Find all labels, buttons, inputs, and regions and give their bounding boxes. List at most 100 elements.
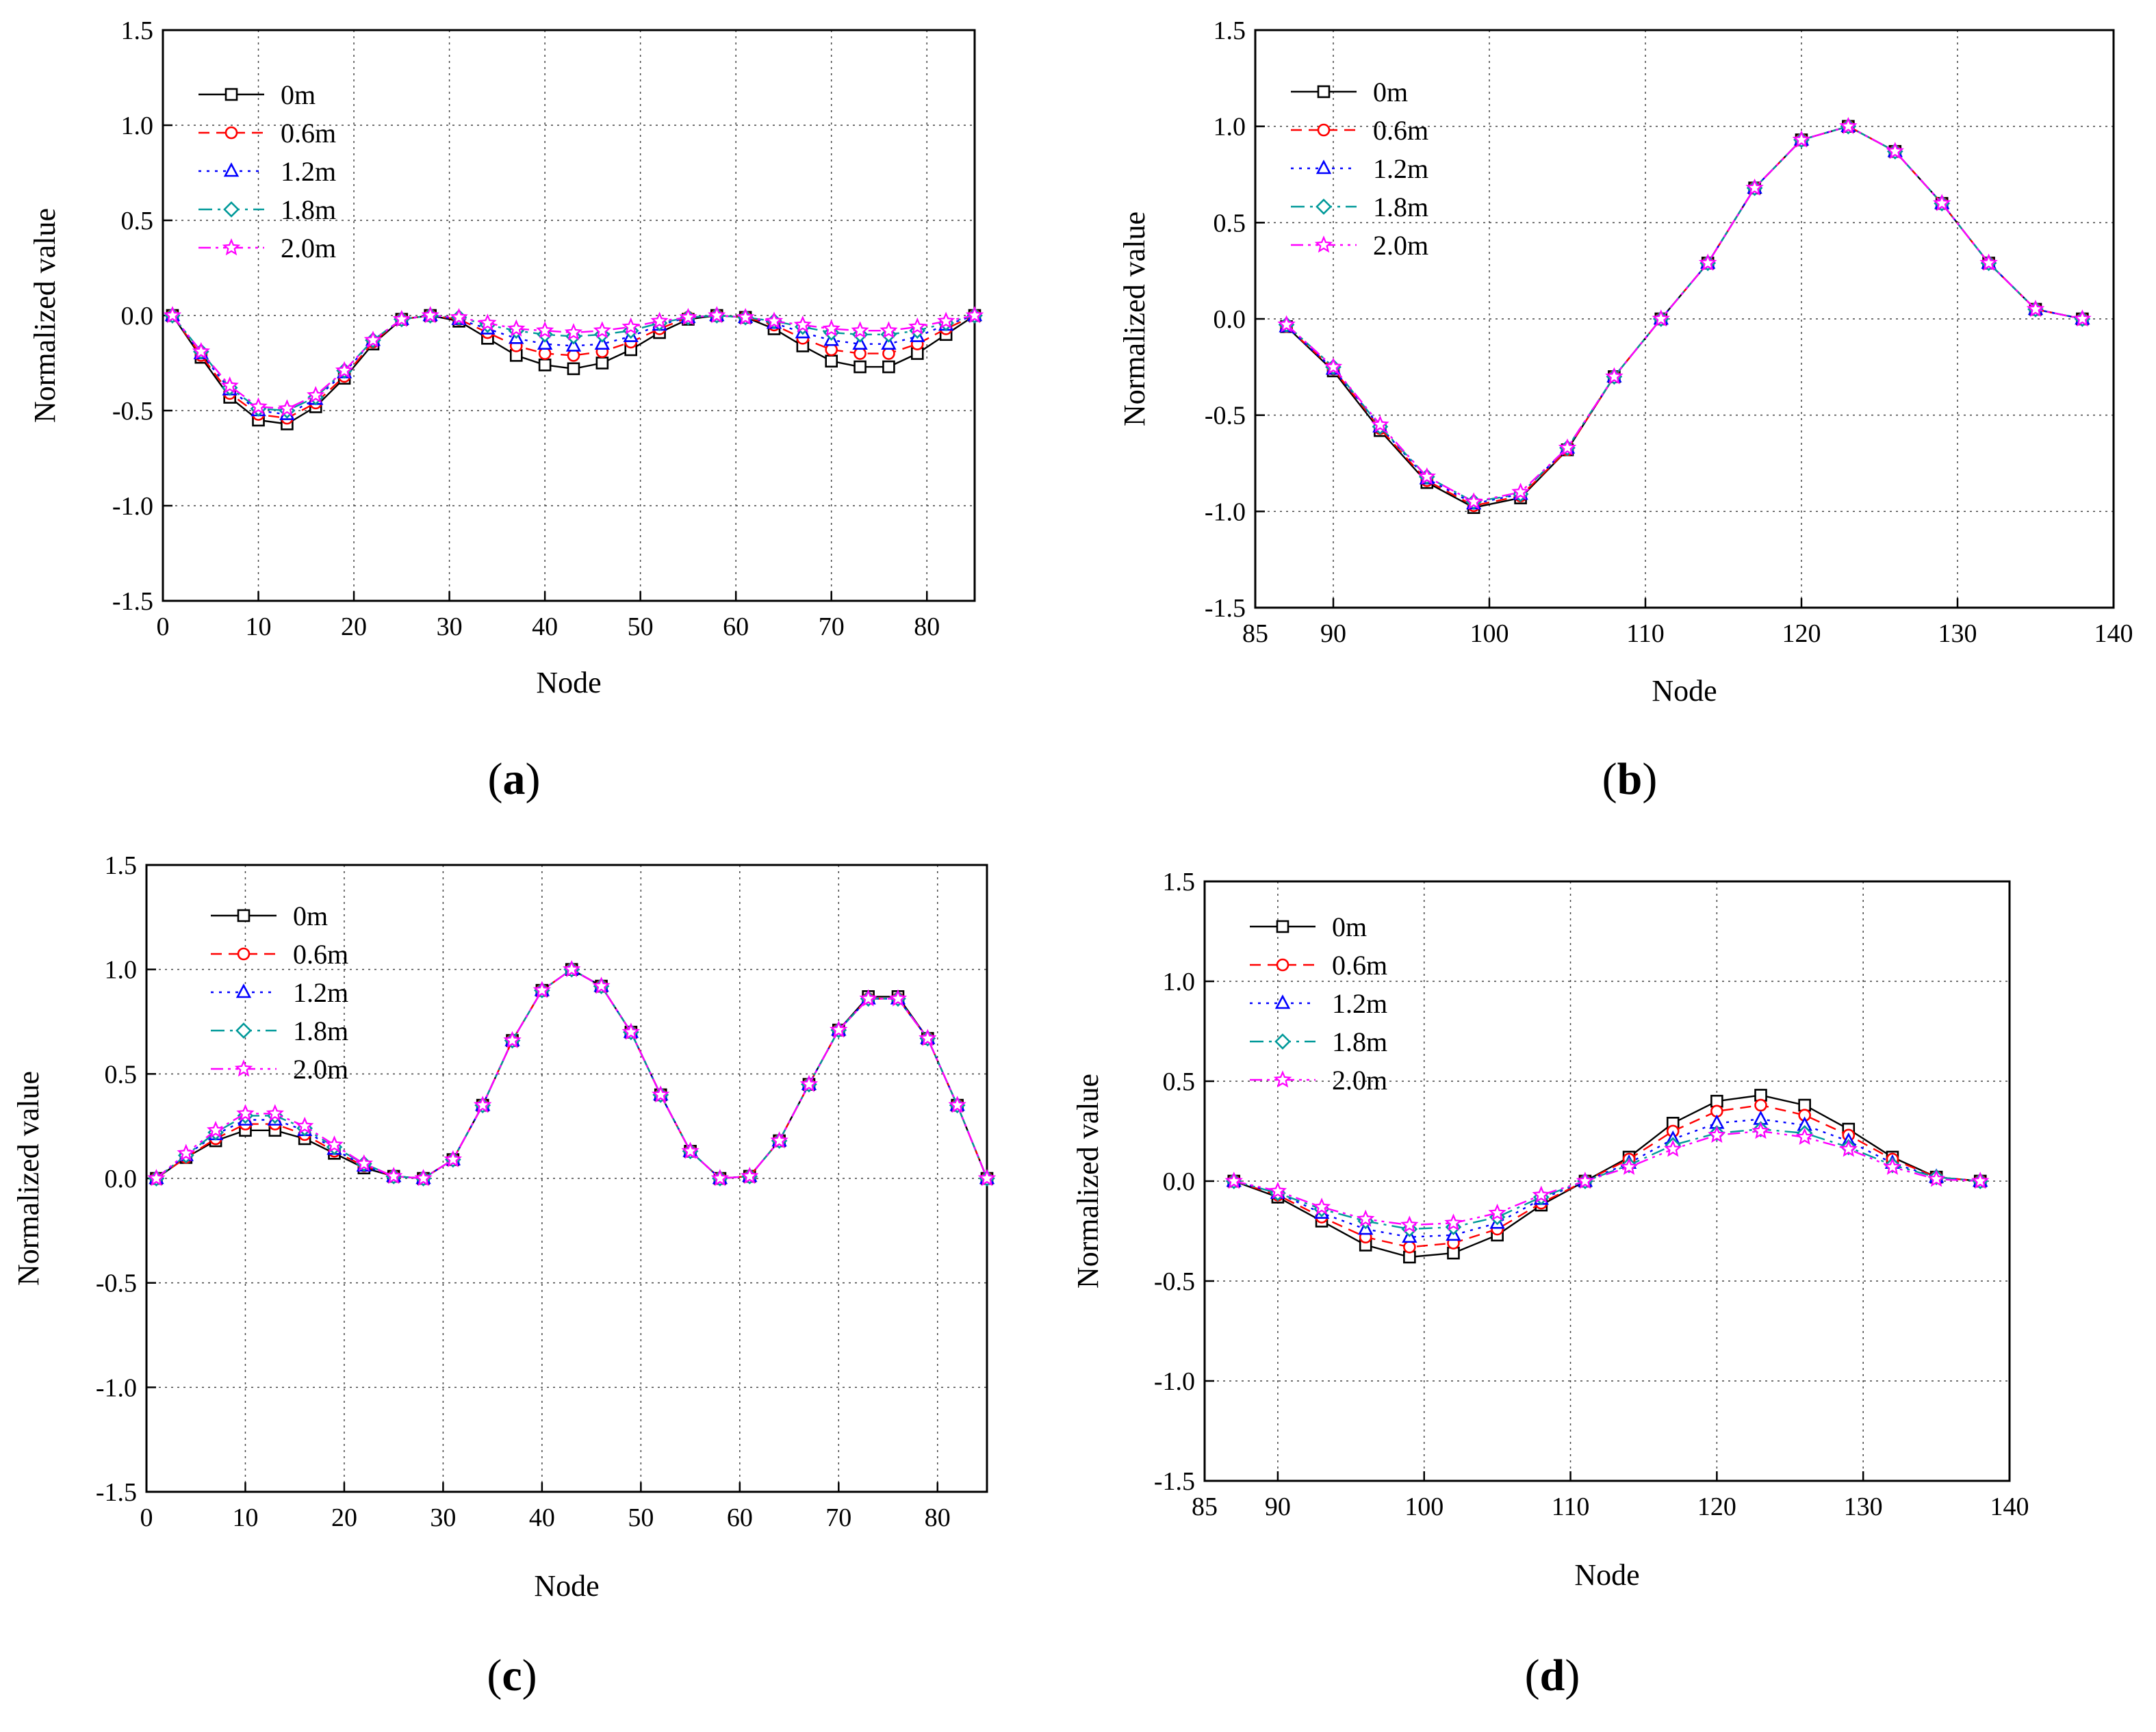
data-point	[536, 321, 554, 339]
y-tick-label: 1.5	[121, 16, 154, 45]
data-point	[822, 319, 840, 337]
data-point	[741, 1167, 759, 1185]
data-point	[1576, 1172, 1595, 1189]
data-point	[278, 399, 296, 417]
x-tick-label: 100	[1404, 1492, 1443, 1521]
y-tick-label: -1.5	[1154, 1467, 1195, 1496]
legend-label: 0.6m	[281, 118, 336, 148]
data-point	[652, 1085, 670, 1103]
data-point	[2026, 300, 2045, 318]
x-tick-label: 40	[532, 612, 558, 641]
data-point	[295, 1116, 314, 1134]
x-tick-label: 10	[232, 1503, 258, 1532]
data-point	[1268, 1181, 1287, 1199]
data-point	[880, 321, 898, 339]
legend-marker	[1316, 159, 1332, 175]
legend-marker	[1276, 958, 1289, 972]
data-point	[1464, 492, 1483, 510]
legend-marker	[1317, 85, 1331, 99]
y-tick-label: -0.5	[1154, 1267, 1195, 1296]
data-point	[595, 357, 609, 370]
x-tick-label: 50	[628, 1503, 654, 1532]
data-point	[192, 341, 211, 359]
data-point	[1932, 194, 1951, 211]
data-point	[621, 1022, 641, 1040]
legend-label: 2.0m	[281, 233, 336, 263]
y-tick-label: 1.0	[105, 956, 138, 985]
legend-label: 1.8m	[1373, 192, 1428, 222]
data-point	[852, 335, 868, 350]
data-point	[908, 317, 927, 335]
series-line	[1285, 125, 2083, 503]
y-tick-label: -1.0	[112, 492, 153, 521]
data-point	[363, 331, 383, 348]
chart-panel-c: 0 10 20 30 40 50 60 70 80 -1.5 -1.0 -0.5 0.0 0.5 1.0 1.…	[12, 851, 997, 1701]
y-tick-label: 1.5	[1163, 868, 1196, 896]
x-tick-label: 20	[341, 612, 367, 641]
series-line	[1233, 1128, 1981, 1230]
data-point	[1403, 1241, 1416, 1254]
data-point	[355, 1154, 374, 1172]
series-line	[155, 968, 988, 1180]
x-tick-label: 60	[727, 1503, 753, 1532]
legend-label: 1.8m	[293, 1016, 348, 1046]
legend-marker	[234, 1059, 253, 1077]
panel-label-paren: (	[1525, 1651, 1540, 1701]
legend-marker	[224, 126, 238, 140]
legend-label: 0m	[281, 79, 316, 110]
legend-marker	[237, 909, 251, 922]
series-2.0m	[147, 959, 997, 1187]
y-tick-label: 0.0	[1214, 305, 1246, 334]
data-point	[708, 306, 726, 324]
data-point	[799, 1074, 819, 1092]
data-point	[1979, 253, 1998, 271]
x-tick-label: 30	[437, 612, 463, 641]
data-point	[851, 321, 869, 339]
legend-label: 0.6m	[293, 939, 348, 970]
panel-label: (b)	[1602, 754, 1658, 804]
plot-frame	[1203, 880, 2011, 1482]
data-point	[1312, 1198, 1331, 1215]
x-tick-label: 40	[529, 1503, 555, 1532]
data-point	[478, 313, 497, 331]
series-2.0m	[163, 306, 984, 417]
y-tick-label: -0.5	[112, 397, 153, 426]
legend-marker	[223, 201, 240, 218]
data-point	[444, 1150, 463, 1167]
legend-marker	[237, 947, 251, 961]
data-point	[563, 959, 581, 977]
y-tick-label: -1.5	[96, 1478, 137, 1507]
y-tick-label: 1.5	[1214, 16, 1246, 45]
data-point	[206, 1120, 225, 1139]
data-point	[888, 989, 908, 1007]
data-point	[965, 306, 984, 324]
data-point	[770, 1131, 788, 1149]
panel-label-paren: (	[487, 1651, 502, 1701]
data-point	[1754, 1098, 1767, 1112]
x-tick-label: 90	[1320, 619, 1346, 648]
legend-marker	[1317, 123, 1331, 137]
data-point	[236, 1104, 255, 1122]
data-point	[765, 311, 784, 329]
panel-label-letter: d	[1540, 1651, 1565, 1701]
legend: 0m 0.6m 1.2m 1.8m 2.0m	[198, 79, 336, 263]
data-point	[1356, 1209, 1375, 1227]
x-tick-label: 80	[914, 612, 940, 641]
legend-marker	[1316, 198, 1332, 215]
legend: 0m 0.6m 1.2m 1.8m 2.0m	[1250, 912, 1387, 1096]
x-tick-label: 80	[925, 1503, 951, 1532]
y-tick-label: 0.5	[1214, 209, 1246, 237]
legend-label: 0m	[1373, 77, 1408, 107]
gridlines	[163, 30, 975, 601]
x-tick-label: 70	[819, 612, 845, 641]
legend-label: 1.2m	[1332, 988, 1387, 1019]
data-point	[1224, 1172, 1243, 1189]
legend-label: 0.6m	[1332, 950, 1387, 981]
data-point	[450, 307, 468, 326]
y-tick-label: 0.5	[105, 1060, 138, 1089]
legend-label: 1.8m	[1332, 1026, 1387, 1057]
y-axis-title: Normalized value	[12, 1071, 45, 1286]
data-point	[1795, 1127, 1814, 1146]
data-point	[163, 306, 182, 324]
data-point	[392, 309, 411, 327]
